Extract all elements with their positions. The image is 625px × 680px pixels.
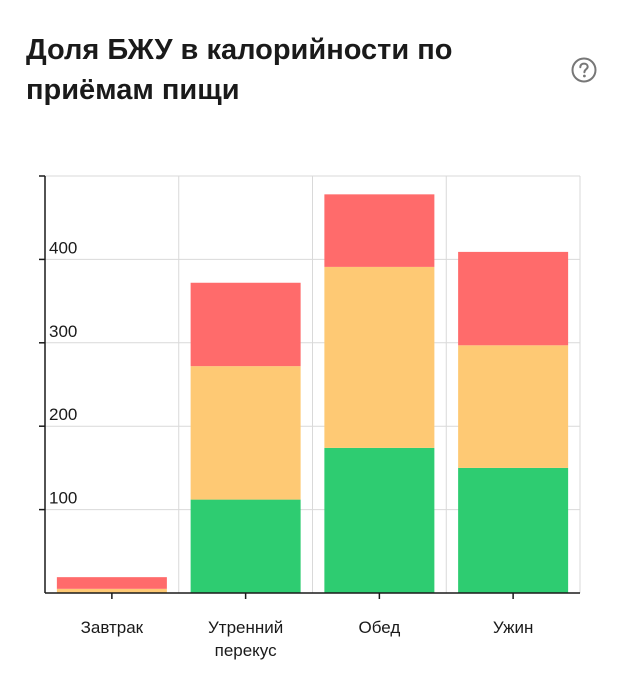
y-tick-label: 400 (49, 238, 77, 257)
bar-segment[interactable] (458, 345, 569, 468)
page-title: Доля БЖУ в калорийности по приёмам пищи (26, 34, 453, 106)
x-tick-label: Обед (358, 618, 400, 637)
bar-segment[interactable] (324, 266, 435, 448)
bar-segment[interactable] (324, 447, 435, 593)
bar-segment[interactable] (190, 499, 301, 593)
bars (56, 194, 569, 593)
y-tick-label: 300 (49, 322, 77, 341)
bar-segment[interactable] (458, 251, 569, 346)
bar-segment[interactable] (56, 577, 167, 589)
axes (39, 175, 580, 599)
x-tick-label: Утренний перекус (208, 618, 283, 660)
grid-lines (45, 175, 581, 593)
bar-segment[interactable] (190, 366, 301, 500)
x-tick-label: Ужин (493, 618, 534, 637)
bar-segment[interactable] (190, 282, 301, 367)
x-tick-label: Завтрак (81, 618, 144, 637)
labels: 100 200 300 400 Завтрак Утренний перекус Обед Уж… (49, 238, 533, 660)
y-tick-label: 100 (49, 489, 77, 508)
bar-segment[interactable] (458, 467, 569, 593)
bar-segment[interactable] (324, 194, 435, 267)
y-tick-label: 200 (49, 405, 77, 424)
bar-segment[interactable] (56, 588, 167, 593)
help-icon[interactable] (571, 57, 597, 83)
